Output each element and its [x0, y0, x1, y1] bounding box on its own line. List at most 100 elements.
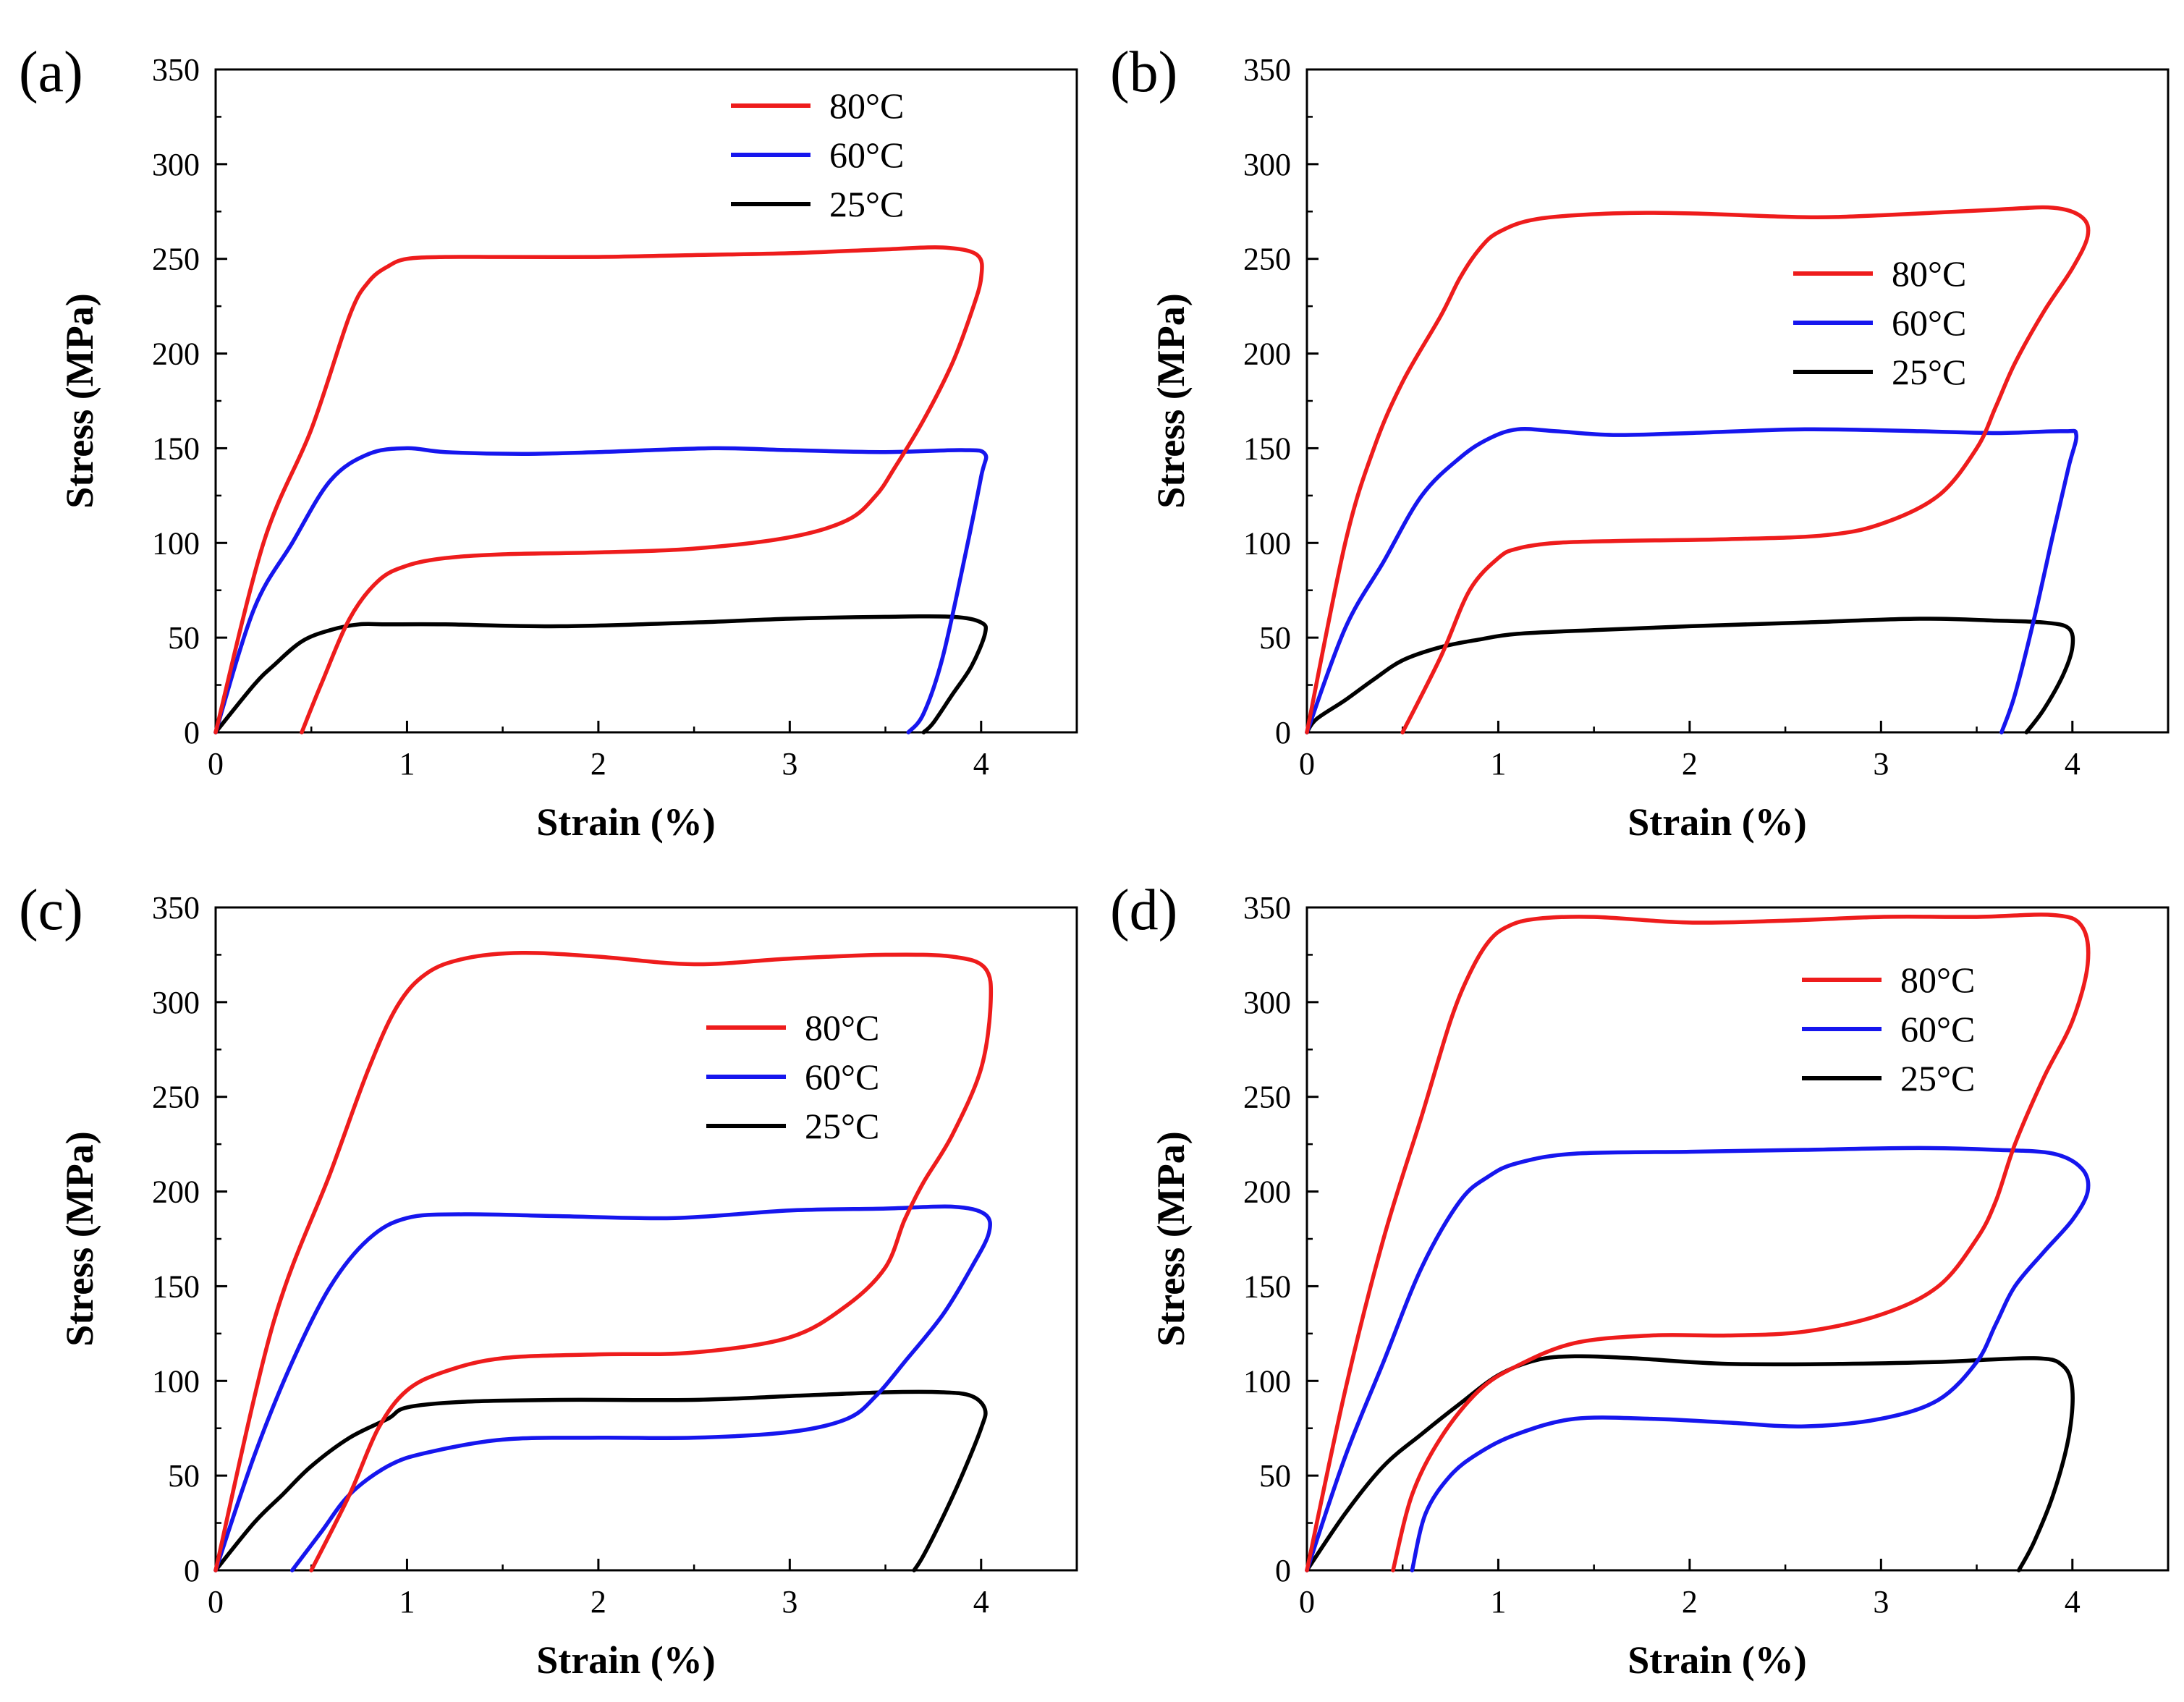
y-axis-title: Stress (MPa): [1149, 293, 1193, 508]
y-tick-label: 300: [1243, 147, 1291, 182]
series-line-25C: [213, 614, 989, 734]
x-tick-label: 1: [399, 1584, 415, 1620]
series-line-60C: [1305, 1146, 2091, 1572]
y-axis: 0 50 100 150 200 250 300 350: [152, 52, 227, 750]
x-tick-label: 4: [973, 1584, 989, 1620]
x-tick-label: 0: [1299, 1584, 1315, 1620]
y-tick-label: 0: [184, 715, 200, 750]
y-axis: 0 50 100 150 200 250 300 350: [1243, 52, 1319, 750]
series-line-80C: [1305, 205, 2091, 734]
x-axis: 0 1 2 3 4: [208, 1559, 989, 1620]
legend: 80°C 60°C 25°C: [731, 85, 904, 224]
y-tick-label: 350: [1243, 890, 1291, 926]
y-tick-label: 0: [184, 1553, 200, 1588]
y-tick-label: 250: [152, 242, 200, 277]
y-tick-label: 50: [168, 620, 200, 656]
y-tick-label: 0: [1275, 1553, 1291, 1588]
series-group: [213, 245, 989, 734]
panel-label: (a): [19, 41, 83, 104]
y-tick-label: 200: [152, 1174, 200, 1210]
series-line-60C: [213, 1204, 992, 1572]
series-line-80C: [213, 951, 994, 1572]
x-tick-label: 2: [1682, 1584, 1698, 1620]
legend: 80°C 60°C 25°C: [1802, 960, 1975, 1098]
x-tick-label: 2: [1682, 746, 1698, 782]
x-tick-label: 4: [973, 746, 989, 782]
y-axis: 0 50 100 150 200 250 300 350: [1243, 890, 1319, 1588]
x-tick-label: 3: [782, 1584, 797, 1620]
y-tick-label: 250: [152, 1080, 200, 1115]
y-tick-label: 100: [1243, 525, 1291, 561]
x-tick-label: 1: [1490, 1584, 1506, 1620]
legend-label: 80°C: [1892, 253, 1966, 294]
y-tick-label: 150: [152, 431, 200, 466]
y-axis-title: Stress (MPa): [1149, 1131, 1193, 1346]
series-line-25C: [1305, 1354, 2075, 1572]
panel-b: (b) 0 1 2 3 4 0 50 100 150 200 250 300 350 Strain (%) S…: [1110, 41, 2170, 844]
y-axis-title: Stress (MPa): [58, 293, 101, 508]
y-tick-label: 50: [1259, 1458, 1291, 1494]
y-tick-label: 100: [152, 1363, 200, 1399]
y-tick-label: 200: [152, 336, 200, 372]
x-axis-title: Strain (%): [536, 1638, 715, 1682]
panel-label: (b): [1110, 41, 1177, 104]
y-tick-label: 350: [152, 52, 200, 88]
series-line-60C: [213, 446, 989, 734]
y-tick-label: 150: [152, 1269, 200, 1304]
x-tick-label: 0: [208, 746, 224, 782]
x-axis-title: Strain (%): [536, 800, 715, 844]
legend-label: 80°C: [829, 85, 904, 126]
x-axis: 0 1 2 3 4: [1299, 1559, 2081, 1620]
series-line-25C: [1305, 617, 2075, 734]
legend: 80°C 60°C 25°C: [1793, 253, 1966, 392]
series-line-60C: [1305, 427, 2078, 734]
legend-label: 80°C: [805, 1007, 879, 1048]
x-tick-label: 3: [782, 746, 797, 782]
y-tick-label: 100: [1243, 1363, 1291, 1399]
plot-frame: [1305, 68, 2170, 734]
panel-label: (c): [19, 878, 83, 942]
series-line-80C: [1305, 913, 2091, 1572]
x-tick-label: 1: [1490, 746, 1506, 782]
series-group: [213, 951, 994, 1572]
panel-c: (c) 0 1 2 3 4 0 50 100 150 200 250 300 350 Strain (%) S…: [19, 878, 1078, 1682]
series-group: [1305, 205, 2091, 734]
x-tick-label: 0: [208, 1584, 224, 1620]
series-group: [1305, 913, 2091, 1572]
y-tick-label: 100: [152, 525, 200, 561]
x-axis-title: Strain (%): [1628, 1638, 1806, 1682]
y-tick-label: 250: [1243, 1080, 1291, 1115]
x-tick-label: 2: [591, 1584, 606, 1620]
legend-label: 60°C: [1892, 302, 1966, 343]
x-tick-label: 0: [1299, 746, 1315, 782]
y-tick-label: 300: [152, 985, 200, 1020]
x-tick-label: 3: [1873, 746, 1889, 782]
legend-label: 25°C: [1900, 1058, 1975, 1098]
x-tick-label: 3: [1873, 1584, 1889, 1620]
x-axis: 0 1 2 3 4: [208, 721, 989, 782]
y-tick-label: 150: [1243, 431, 1291, 466]
y-tick-label: 250: [1243, 242, 1291, 277]
series-line-25C: [213, 1389, 988, 1572]
panel-d: (d) 0 1 2 3 4 0 50 100 150 200 250 300 350 Strain (%) S…: [1110, 878, 2170, 1682]
x-tick-label: 4: [2065, 1584, 2081, 1620]
legend-label: 25°C: [1892, 352, 1966, 392]
y-tick-label: 300: [1243, 985, 1291, 1020]
x-axis-title: Strain (%): [1628, 800, 1806, 844]
panel-a: (a) 0 1 2 3 4 0 50 100 150 200 250 300 350 Strain (%) S…: [19, 41, 1078, 844]
x-tick-label: 2: [591, 746, 606, 782]
legend: 80°C 60°C 25°C: [706, 1007, 879, 1146]
panel-label: (d): [1110, 878, 1177, 942]
legend-label: 25°C: [829, 184, 904, 224]
y-tick-label: 50: [1259, 620, 1291, 656]
y-tick-label: 350: [152, 890, 200, 926]
y-axis: 0 50 100 150 200 250 300 350: [152, 890, 227, 1588]
legend-label: 60°C: [805, 1057, 879, 1097]
legend-label: 60°C: [1900, 1009, 1975, 1049]
legend-label: 60°C: [829, 135, 904, 175]
y-tick-label: 50: [168, 1458, 200, 1494]
plot-frame: [214, 906, 1078, 1572]
y-tick-label: 350: [1243, 52, 1291, 88]
y-tick-label: 0: [1275, 715, 1291, 750]
y-axis-title: Stress (MPa): [58, 1131, 101, 1346]
